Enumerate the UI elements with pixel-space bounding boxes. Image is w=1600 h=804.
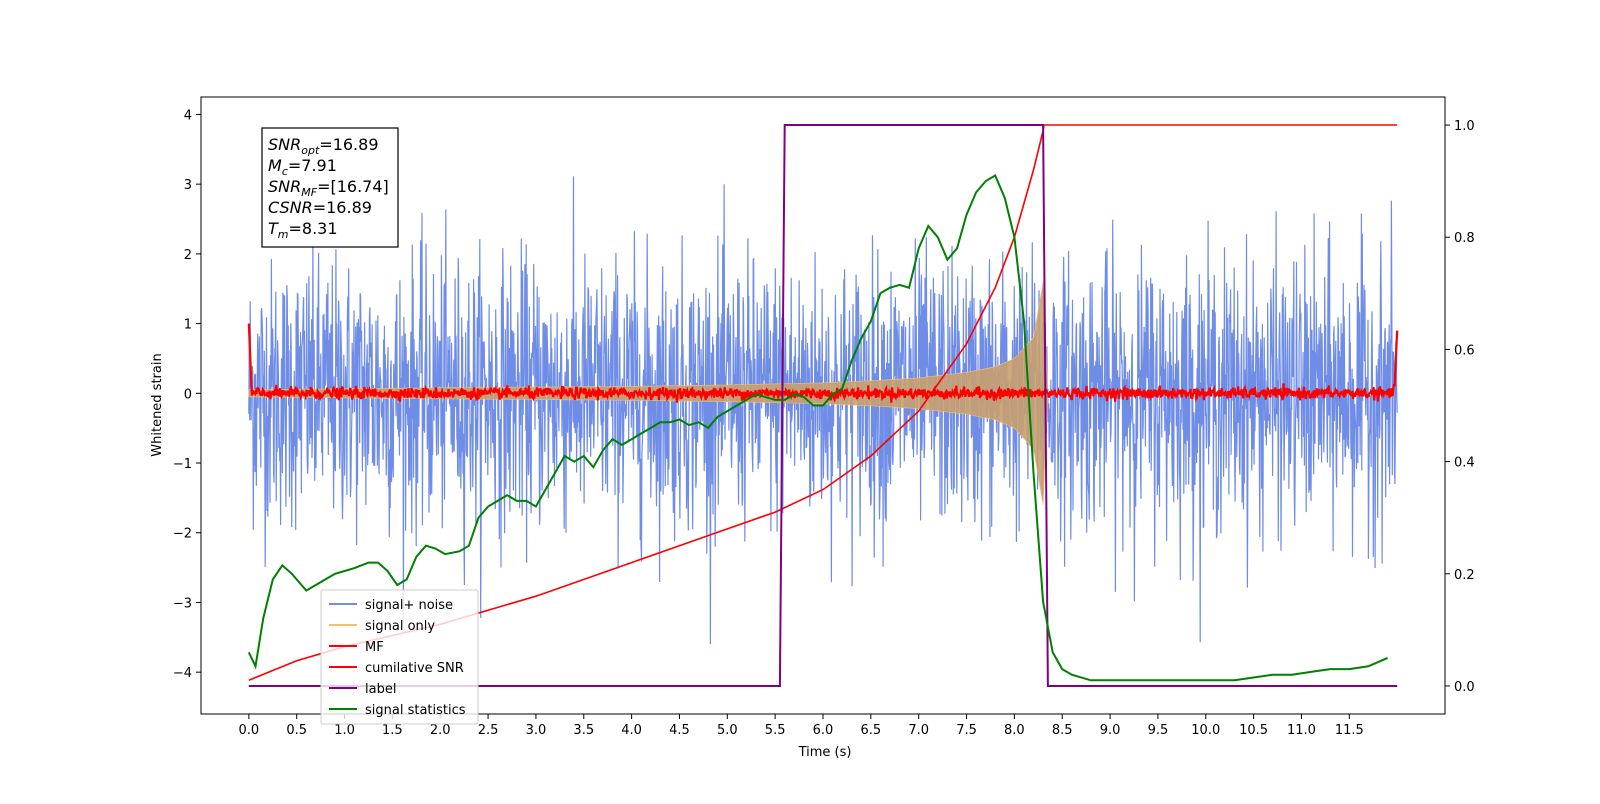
x-tick-label: 1.5	[382, 723, 403, 738]
y-tick-label: −1	[173, 457, 192, 472]
x-tick-label: 2.5	[478, 723, 499, 738]
legend-box	[320, 589, 479, 725]
legend-label: signal statistics	[365, 703, 466, 718]
series-signal-noise-line	[248, 176, 1398, 645]
annotation-line: Tm=8.31	[268, 219, 338, 241]
y-tick-label: 0	[184, 387, 192, 402]
x-tick-label: 9.5	[1148, 723, 1169, 738]
legend: signal+ noise signal only MF cumilative SNR…	[320, 589, 479, 725]
x-tick-label: 8.0	[1004, 723, 1025, 738]
x-tick-label: 1.0	[334, 723, 355, 738]
x-tick-label: 2.0	[430, 723, 451, 738]
x-tick-label: 6.5	[861, 723, 882, 738]
x-tick-label: 4.0	[621, 723, 642, 738]
y2-tick-label: 0.0	[1454, 680, 1475, 695]
x-axis-label: Time (s)	[798, 745, 852, 760]
annotation-line: SNRopt=16.89	[268, 135, 379, 157]
y2-tick-label: 0.6	[1454, 343, 1475, 358]
x-tick-label: 11.5	[1335, 723, 1364, 738]
y2-tick-label: 0.2	[1454, 568, 1475, 583]
annotation-box-border	[261, 127, 399, 248]
legend-label: signal only	[365, 619, 435, 634]
x-tick-label: 10.5	[1239, 723, 1268, 738]
y2-tick-label: 0.4	[1454, 456, 1475, 471]
y-tick-label: 3	[184, 178, 192, 193]
legend-label: label	[365, 682, 396, 697]
series-label-line	[248, 124, 1398, 687]
annotation-box: SNRopt=16.89Mc=7.91SNRMF=[16.74]CSNR=16.…	[261, 127, 399, 248]
x-tick-label: 0.5	[286, 723, 307, 738]
x-tick-label: 5.0	[717, 723, 738, 738]
y2-tick-label: 1.0	[1454, 119, 1475, 134]
plot-area	[247, 124, 1399, 687]
annotation-line: Mc=7.91	[268, 156, 337, 178]
x-tick-label: 9.0	[1100, 723, 1121, 738]
y-tick-label: 1	[184, 318, 192, 333]
y-tick-label: −2	[173, 527, 192, 542]
x-tick-label: 0.0	[239, 723, 260, 738]
x-tick-label: 6.0	[813, 723, 834, 738]
x-tick-label: 3.5	[573, 723, 594, 738]
y-tick-label: −4	[173, 666, 192, 681]
y2-tick-label: 0.8	[1454, 231, 1475, 246]
legend-label: MF	[365, 640, 384, 655]
x-tick-label: 4.5	[669, 723, 690, 738]
x-tick-label: 3.0	[526, 723, 547, 738]
legend-label: signal+ noise	[365, 598, 453, 613]
series-signal-statistics-line	[247, 174, 1389, 682]
x-tick-label: 10.0	[1191, 723, 1220, 738]
y-tick-label: 2	[184, 248, 192, 263]
x-tick-label: 7.5	[956, 723, 977, 738]
annotation-line: CSNR=16.89	[268, 198, 372, 217]
y-tick-label: 4	[184, 108, 192, 123]
y-axis-label: Whitened strain	[150, 353, 165, 456]
x-tick-label: 5.5	[765, 723, 786, 738]
y2-axis-ticks: 1.0 0.8 0.6 0.4 0.2 0.0	[1445, 119, 1475, 695]
x-tick-label: 7.0	[908, 723, 929, 738]
annotation-line: SNRMF=[16.74]	[268, 177, 389, 199]
series-mf-line	[247, 323, 1399, 404]
y-axis-ticks: 4 3 2 1 0 −1 −2 −3 −4	[173, 108, 201, 681]
x-tick-label: 8.5	[1052, 723, 1073, 738]
x-axis-ticks: 0.0 0.5 1.0 1.5 2.0 2.5 3.0 3.5 4.0 4.5 5.0 5.5 6.0 6…	[239, 714, 1364, 738]
x-tick-label: 11.0	[1287, 723, 1316, 738]
legend-label: cumilative SNR	[365, 661, 464, 676]
y-tick-label: −3	[173, 596, 192, 611]
